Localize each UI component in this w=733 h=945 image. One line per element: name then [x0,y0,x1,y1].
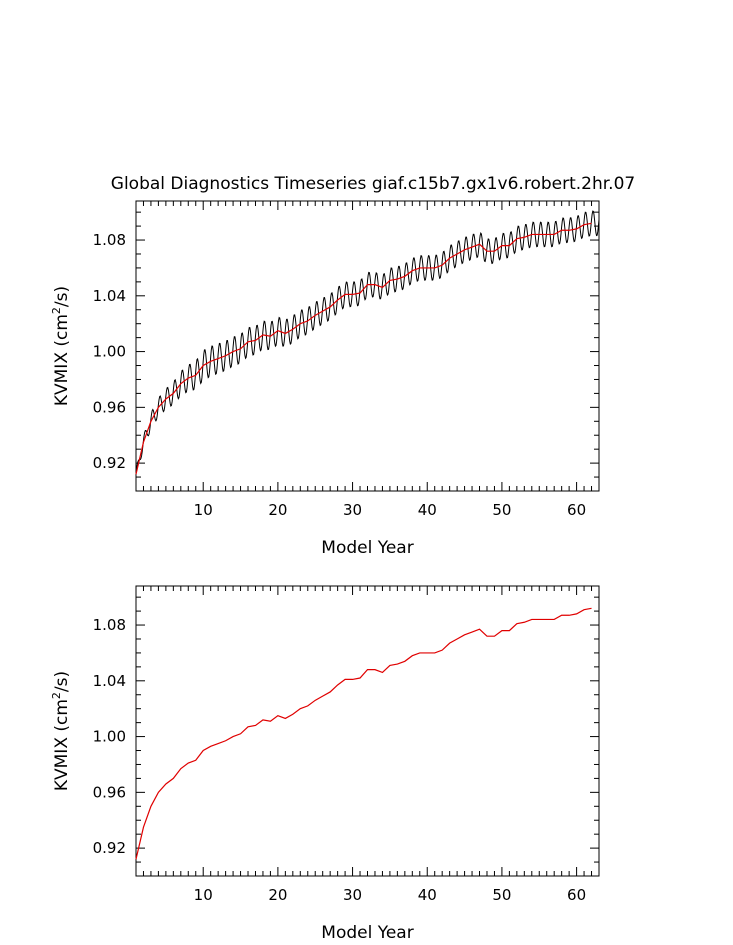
y-tick-label: 1.00 [93,728,126,746]
x-tick-label: 10 [194,886,213,904]
y-tick-label: 0.96 [93,783,126,801]
x-tick-label: 30 [343,886,362,904]
annual-mean-line [135,222,592,475]
x-tick-label: 60 [567,501,586,519]
figure-title: Global Diagnostics Timeseries giaf.c15b7… [111,174,635,194]
monthly-series-line [135,210,600,474]
x-tick-label: 60 [567,886,586,904]
x-tick-label: 10 [194,501,213,519]
plot-frame [135,200,600,492]
bottom-panel: 10 20 30 40 50 60 0.92 0.96 1.00 1.04 1.08 Model Ye… [50,585,600,943]
annual-mean-line [135,607,592,860]
x-tick-label: 20 [268,886,287,904]
y-axis-label: KVMIX (cm2/s) [50,286,72,406]
y-tick-label: 1.00 [93,343,126,361]
x-tick-label: 30 [343,501,362,519]
x-tick-label: 20 [268,501,287,519]
x-axis-label: Model Year [321,923,413,943]
x-axis-label: Model Year [321,538,413,558]
y-tick-label: 0.92 [93,454,126,472]
plot-frame [135,585,600,877]
x-tick-label: 40 [418,501,437,519]
x-tick-label: 50 [492,501,511,519]
y-tick-label: 1.04 [93,287,126,305]
y-tick-label: 0.96 [93,398,126,416]
y-tick-label: 1.04 [93,672,126,690]
y-axis-label: KVMIX (cm2/s) [50,671,72,791]
y-tick-label: 1.08 [93,616,126,634]
x-tick-label: 50 [492,886,511,904]
y-tick-label: 1.08 [93,231,126,249]
x-tick-label: 40 [418,886,437,904]
top-panel: 10 20 30 40 50 60 0.92 0.96 1.00 1.04 1.08 Model Ye… [50,200,600,558]
y-tick-label: 0.92 [93,839,126,857]
